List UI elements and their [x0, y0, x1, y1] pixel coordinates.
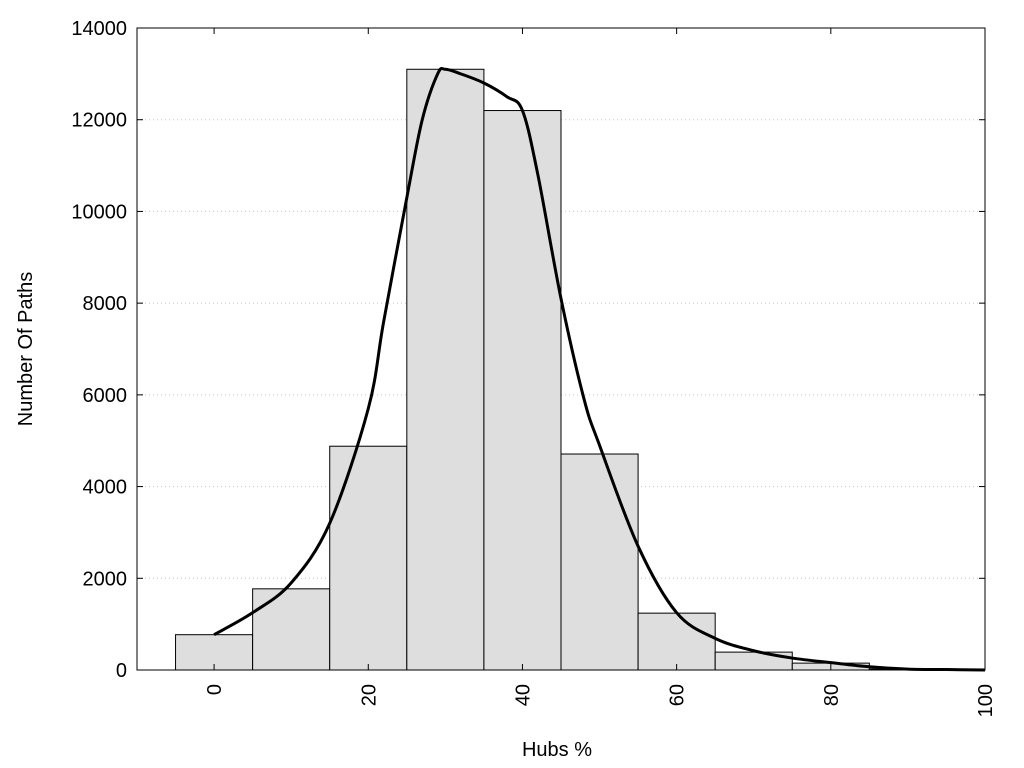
- x-tick-label: 80: [821, 684, 843, 706]
- histogram-bar-40: [483, 110, 562, 671]
- y-axis-ticks: 0 2000 4000 6000 8000 10000 12000 14000: [71, 18, 985, 682]
- x-tick-label: 40: [512, 684, 534, 706]
- x-tick-label: 60: [667, 684, 689, 706]
- histogram-bar-60: [637, 612, 716, 671]
- x-tick-label: 0: [204, 684, 226, 695]
- x-tick-label: 20: [358, 684, 380, 706]
- histogram-bars: [175, 68, 947, 671]
- density-curve-group: [213, 66, 986, 672]
- x-axis-ticks: 0 20 40 60 80 100: [204, 28, 997, 717]
- x-axis-title: Hubs %: [522, 739, 592, 761]
- y-tick-label: 2000: [83, 568, 128, 590]
- histogram-bar-50: [560, 453, 639, 671]
- plot-frame: [136, 27, 986, 671]
- y-tick-label: 4000: [83, 477, 128, 499]
- histogram-bar-10: [252, 588, 331, 671]
- histogram-bar-20: [329, 445, 408, 671]
- y-tick-label: 10000: [71, 201, 127, 223]
- y-tick-label: 0: [116, 660, 127, 682]
- y-tick-label: 12000: [71, 110, 127, 132]
- y-axis-title: Number Of Paths: [15, 272, 37, 427]
- density-curve: [213, 66, 986, 672]
- y-tick-label: 14000: [71, 18, 127, 40]
- histogram-bar-30: [406, 68, 485, 671]
- x-tick-label: 100: [975, 684, 997, 717]
- y-tick-label: 6000: [83, 385, 128, 407]
- y-tick-label: 8000: [83, 293, 128, 315]
